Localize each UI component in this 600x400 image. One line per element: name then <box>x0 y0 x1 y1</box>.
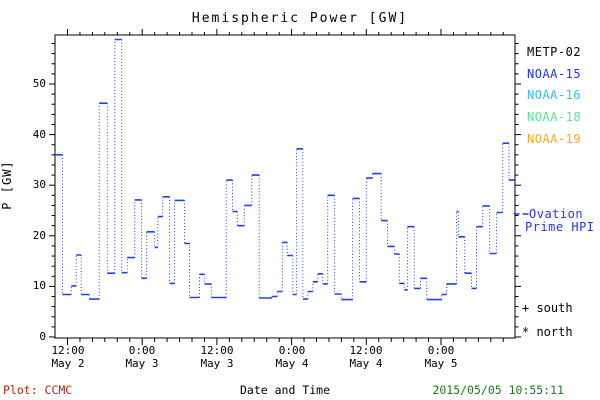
x-axis-label: Date and Time <box>239 383 330 397</box>
legend-marker-south: + south <box>522 301 573 315</box>
legend-item-metp-02: METP-02 <box>527 45 582 59</box>
y-tick-10: 10 <box>32 279 46 292</box>
chart-title: Hemispheric Power [GW] <box>191 11 409 26</box>
x-tick-may-4-12:00: 12:00 May 4 <box>349 344 383 370</box>
plot-timestamp: 2015/05/05 10:55:11 <box>432 383 564 397</box>
y-tick-50: 50 <box>32 77 46 90</box>
legend-ovation-line2: Prime HPI <box>525 220 595 234</box>
x-tick-may-2-12:00: 12:00 May 2 <box>51 344 85 370</box>
legend-item-noaa-15: NOAA-15 <box>527 67 582 81</box>
y-tick-40: 40 <box>32 128 46 141</box>
legend-ovation-line1: Ovation <box>529 207 584 221</box>
y-axis-label: P [GW] <box>0 160 14 210</box>
legend-item-noaa-16: NOAA-16 <box>527 88 582 102</box>
x-tick-may-4-0:00: 0:00 May 4 <box>275 344 309 370</box>
y-tick-0: 0 <box>39 330 46 343</box>
x-tick-may-3-0:00: 0:00 May 3 <box>125 344 159 370</box>
legend-item-noaa-19: NOAA-19 <box>527 132 582 146</box>
x-tick-may-5-0:00: 0:00 May 5 <box>424 344 458 370</box>
y-tick-30: 30 <box>32 178 46 191</box>
legend-item-noaa-18: NOAA-18 <box>527 110 582 124</box>
legend-marker-north: * north <box>522 325 573 339</box>
x-tick-may-3-12:00: 12:00 May 3 <box>200 344 234 370</box>
y-tick-20: 20 <box>32 229 46 242</box>
plot-source-label: Plot: CCMC <box>3 383 73 397</box>
